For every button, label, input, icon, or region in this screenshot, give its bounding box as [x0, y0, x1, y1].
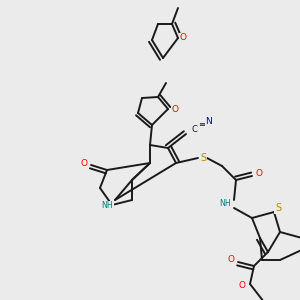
Text: O: O — [172, 104, 178, 113]
Text: ≡: ≡ — [199, 121, 206, 130]
Text: NH: NH — [101, 202, 113, 211]
Text: O: O — [227, 256, 235, 265]
Text: S: S — [275, 203, 281, 213]
Text: C: C — [191, 125, 197, 134]
Text: O: O — [256, 169, 262, 178]
Text: NH: NH — [219, 200, 231, 208]
Text: O: O — [80, 158, 88, 167]
Text: O: O — [238, 281, 245, 290]
Text: O: O — [179, 34, 187, 43]
Text: S: S — [200, 153, 206, 163]
Text: N: N — [206, 116, 212, 125]
